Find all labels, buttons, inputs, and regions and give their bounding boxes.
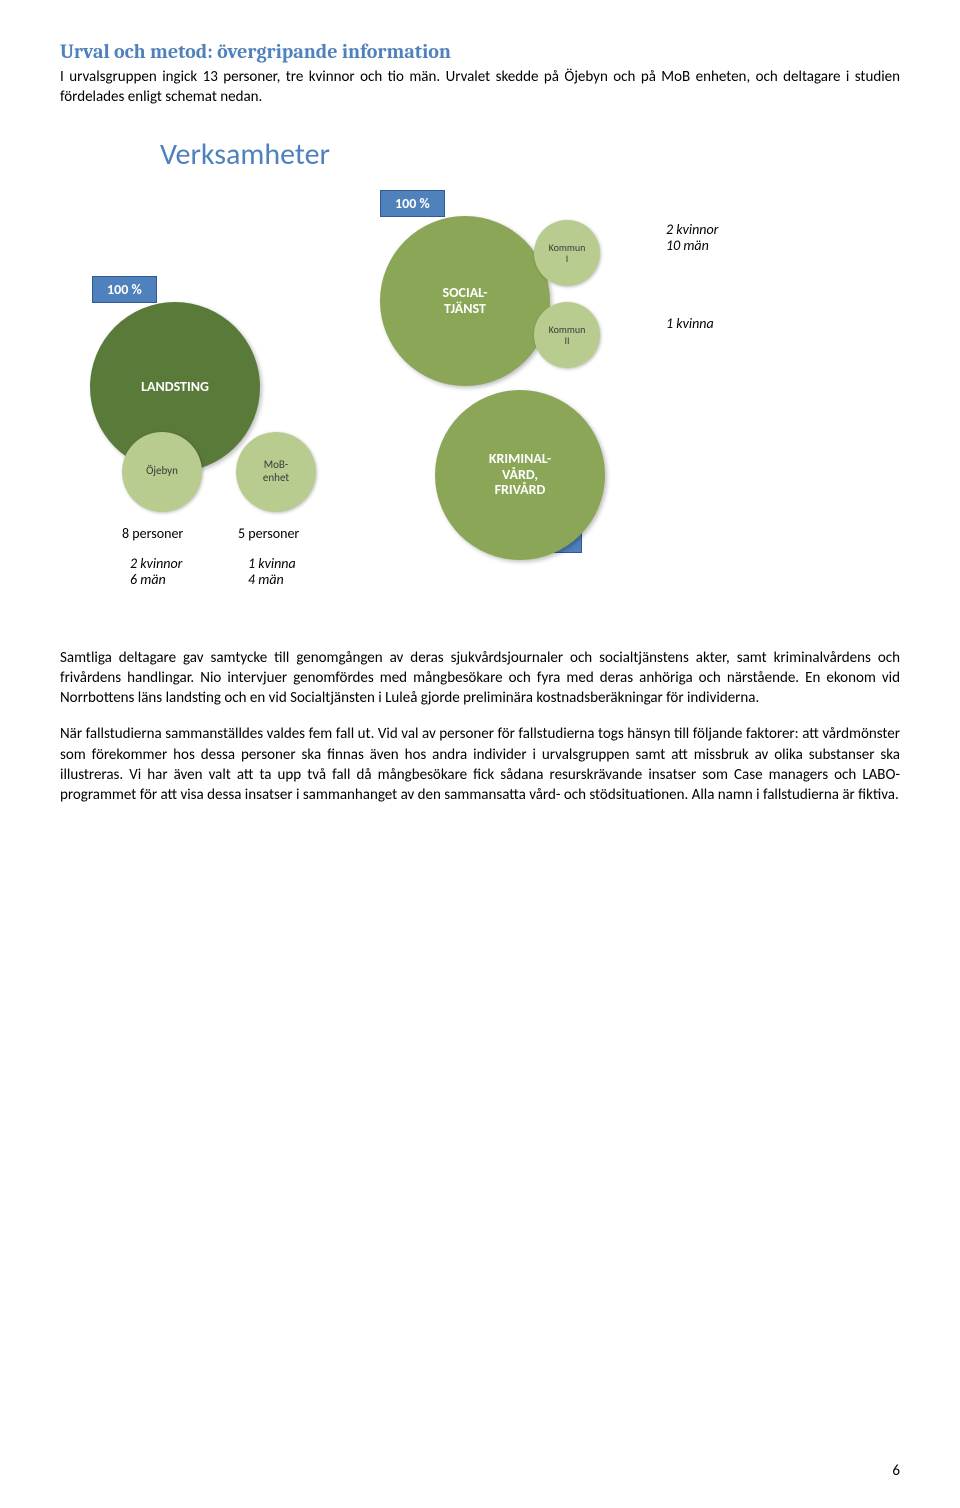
note-kommun2: 1 kvinna — [666, 316, 714, 333]
page-number: 6 — [892, 1462, 900, 1480]
diagram-title: Verksamheter — [160, 136, 330, 173]
persons-left: 8 personer — [122, 526, 183, 543]
verksamheter-diagram: Verksamheter 100 % 100 % 69 % LANDSTING … — [60, 132, 900, 622]
intro-paragraph: I urvalsgruppen ingick 13 personer, tre … — [60, 67, 900, 108]
circle-kommun1: Kommun I — [534, 220, 600, 286]
pct-social: 100 % — [380, 190, 445, 217]
pct-landsting: 100 % — [92, 276, 157, 303]
body-para-1: Samtliga deltagare gav samtycke till gen… — [60, 648, 900, 709]
circle-social: SOCIAL- TJÄNST — [380, 216, 550, 386]
circle-mob: MoB- enhet — [236, 432, 316, 512]
section-heading: Urval och metod: övergripande informatio… — [60, 40, 900, 63]
body-para-2: När fallstudierna sammanställdes valdes … — [60, 724, 900, 805]
note-kommun1: 2 kvinnor 10 män — [666, 222, 718, 256]
persons-mid: 5 personer — [238, 526, 299, 543]
circle-kommun2: Kommun II — [534, 302, 600, 368]
circle-ojebyn: Öjebyn — [122, 432, 202, 512]
circle-kriminal: KRIMINAL- VÅRD, FRIVÅRD — [435, 390, 605, 560]
note-mid: 1 kvinna 4 män — [248, 556, 296, 590]
note-left: 2 kvinnor 6 män — [130, 556, 182, 590]
